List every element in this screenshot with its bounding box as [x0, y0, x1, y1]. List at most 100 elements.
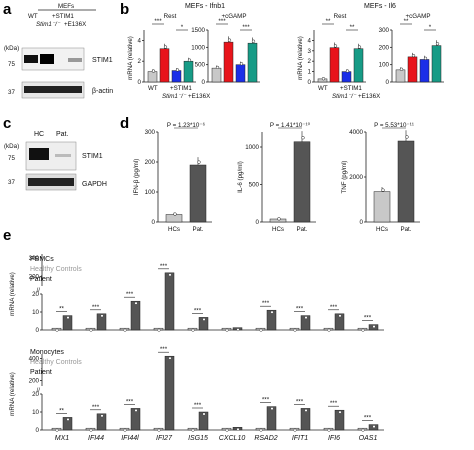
b-ifnb1-xtick-wt: WT	[148, 85, 158, 92]
b-il6-rest-sig-1-label: **	[326, 18, 331, 25]
e-mono-sig-IFI44-label: ***	[92, 404, 100, 411]
d-tnf-xtick-0: HCs	[376, 226, 388, 233]
e-mono-y-tick-label: 10	[32, 409, 39, 416]
e-pbmc-point-IFI44l-0	[123, 328, 127, 332]
b-ifnb1-cgamp-y-tick-label: 0	[202, 79, 206, 86]
e-pbmc-sig-IFI27-label: ***	[160, 263, 168, 270]
blot-a-lane-wt: WT	[28, 13, 38, 20]
b-ifnb1-rest-bar-0-point	[151, 69, 156, 73]
b-ifnb1-rest-condition-label: Rest	[164, 13, 177, 20]
e-mono-sig-IFI27-label: ***	[160, 346, 168, 353]
b-il6-cgamp-y-tick-label: 300	[379, 27, 390, 34]
blot-c-stim1-band-pat	[55, 154, 71, 157]
e-pbmc-y-tick-label: 20	[32, 291, 39, 298]
blot-a-marker-75: 75	[8, 61, 15, 68]
e-pbmc-point-IFI27-1	[168, 273, 172, 277]
b-il6-cgamp-condition-label: +cGAMP	[406, 13, 431, 20]
blot-c-lane-pat: Pat.	[56, 131, 69, 138]
e-pbmc-point-IFI6-0	[327, 328, 331, 332]
d-il6-bar-1-point	[301, 136, 305, 140]
b-ifnb1-cgamp-bar-0-point	[215, 65, 220, 70]
panel-c-blot: HC Pat. (kDa) 75 37 STIM1 GAPDH	[4, 131, 107, 191]
e-mono-point-CXCL10-0	[225, 428, 229, 432]
e-mono-point-IFIT1-0	[293, 428, 297, 432]
e-mono-sig-OAS1-label: ***	[364, 415, 372, 422]
e-pbmc-sig-RSAD2-label: ***	[262, 300, 270, 307]
e-pbmc-ylabel: mRNA (relative)	[9, 272, 16, 316]
e-mono-gene-IFI44: IFI44	[88, 435, 104, 442]
e-pbmc-point-IFI44-1	[100, 314, 104, 318]
e-mono-point-ISG15-1	[202, 412, 206, 416]
e-pbmc-sig-ISG15-label: ***	[194, 307, 202, 314]
e-mono-point-IFI44-0	[89, 428, 93, 432]
b-il6-rest-bar-1	[329, 47, 340, 83]
blot-a-lane-e136x: +E136X	[64, 21, 86, 28]
b-il6-cgamp-y-tick-label: 0	[386, 79, 390, 86]
b-il6-rest-bar-2	[341, 71, 352, 83]
blot-c-stim1-label: STIM1	[82, 153, 103, 160]
d-il6-xtick-0: HCs	[272, 226, 284, 233]
e-mono-axis-break: //	[37, 387, 41, 394]
e-mono-gene-IFI44l: IFI44l	[121, 435, 139, 442]
b-ifnb1-rest-bar-1-point	[163, 45, 168, 49]
blot-c-marker-37: 37	[8, 179, 15, 186]
e-mono-point-RSAD2-1	[270, 407, 274, 411]
d-il6-xtick-1: Pat.	[296, 226, 307, 233]
b-il6-cgamp-bar-2	[419, 59, 430, 83]
e-pbmc-y-tick-label: 300	[29, 255, 40, 262]
e-pbmc-sig-IFI44l-label: ***	[126, 291, 134, 298]
d-ifnb-y-tick-label: 0	[152, 219, 156, 226]
b-ifnb1-rest-sig-1-label: ***	[154, 18, 162, 25]
b-il6-rest-y-tick-label: 4	[308, 37, 312, 44]
d-ifnb-pvalue-label: P = 1.23*10⁻⁶	[167, 122, 206, 129]
b-ifnb1-title: MEFs - Ifnb1	[185, 3, 225, 10]
d-il6-y-tick-label: 1000	[245, 144, 259, 151]
blot-a-stim1-label: STIM1	[92, 57, 113, 64]
b-ifnb1-rest-bar-3-point	[187, 58, 192, 62]
panel-a-blot: MEFs WT +STIM1 Stim1⁻/⁻ +E136X (kDa) 75 …	[4, 3, 113, 99]
e-pbmc-point-IFIT1-1	[304, 316, 308, 320]
b-ifnb1-cgamp-sig-1-label: ***	[218, 18, 226, 25]
e-mono-y-tick-label: 20	[32, 391, 39, 398]
d-ifnb-xtick-1: Pat.	[192, 226, 203, 233]
e-mono-bar-IFI27-1	[164, 355, 175, 431]
panel-label-e: e	[3, 227, 11, 244]
e-mono-gene-RSAD2: RSAD2	[254, 435, 277, 442]
e-pbmc-point-IFI44-0	[89, 328, 93, 332]
d-tnf-bar-1	[397, 140, 415, 223]
e-mono-point-MX1-1	[66, 417, 70, 421]
b-ifnb1-cgamp-bar-0	[211, 67, 222, 83]
d-tnf-ylabel: TNF (pg/ml)	[341, 161, 348, 194]
e-mono-ylabel: mRNA (relative)	[9, 372, 16, 416]
d-ifnb-bar-1-point	[197, 160, 201, 164]
b-il6-xtick-ko: Stim1⁻/⁻	[332, 93, 357, 100]
e-mono-bar-IFI44-1	[96, 413, 107, 431]
b-il6-cgamp-sig-2-label: *	[429, 24, 432, 31]
b-ifnb1-xtick-stim1: +STIM1	[170, 85, 192, 92]
legend-pbmc-patient: Patient	[30, 276, 52, 283]
d-tnf-y-tick-label: 2000	[349, 174, 363, 181]
panel-label-b: b	[120, 1, 129, 18]
e-pbmc-point-OAS1-0	[361, 328, 365, 332]
b-ifnb1-cgamp-y-tick-label: 1500	[191, 27, 205, 34]
blot-c-stim1-band-hc	[29, 148, 49, 160]
d-ifnb-ylabel: IFN-β (pg/ml)	[133, 159, 140, 196]
e-mono-point-IFI6-1	[338, 410, 342, 414]
blot-c-gapdh-label: GAPDH	[82, 181, 107, 188]
b-ifnb1-cgamp-bar-3	[247, 42, 258, 83]
e-mono-bar-MX1-1	[62, 417, 73, 431]
e-pbmc-bar-RSAD2-1	[266, 309, 277, 331]
legend-mono-patient: Patient	[30, 369, 52, 376]
b-ifnb1-cgamp-bar-2-point	[239, 62, 244, 66]
e-pbmc-bar-ISG15-1	[198, 317, 209, 331]
e-mono-point-IFI44-1	[100, 414, 104, 418]
b-ifnb1-rest-sig-2-label: *	[181, 24, 184, 31]
b-ifnb1-cgamp-sig-2-label: ***	[242, 24, 250, 31]
e-pbmc-bar-MX1-1	[62, 315, 73, 331]
b-il6-xtick-e136x: +E136X	[358, 93, 380, 100]
blot-a-stim1-band-wt	[24, 55, 38, 63]
e-mono-bar-IFI44l-1	[130, 408, 141, 431]
e-mono-point-CXCL10-1	[236, 427, 240, 431]
b-il6-rest-y-tick-label: 3	[308, 48, 312, 55]
b-ifnb1-cgamp-bar-1-point	[227, 38, 232, 42]
